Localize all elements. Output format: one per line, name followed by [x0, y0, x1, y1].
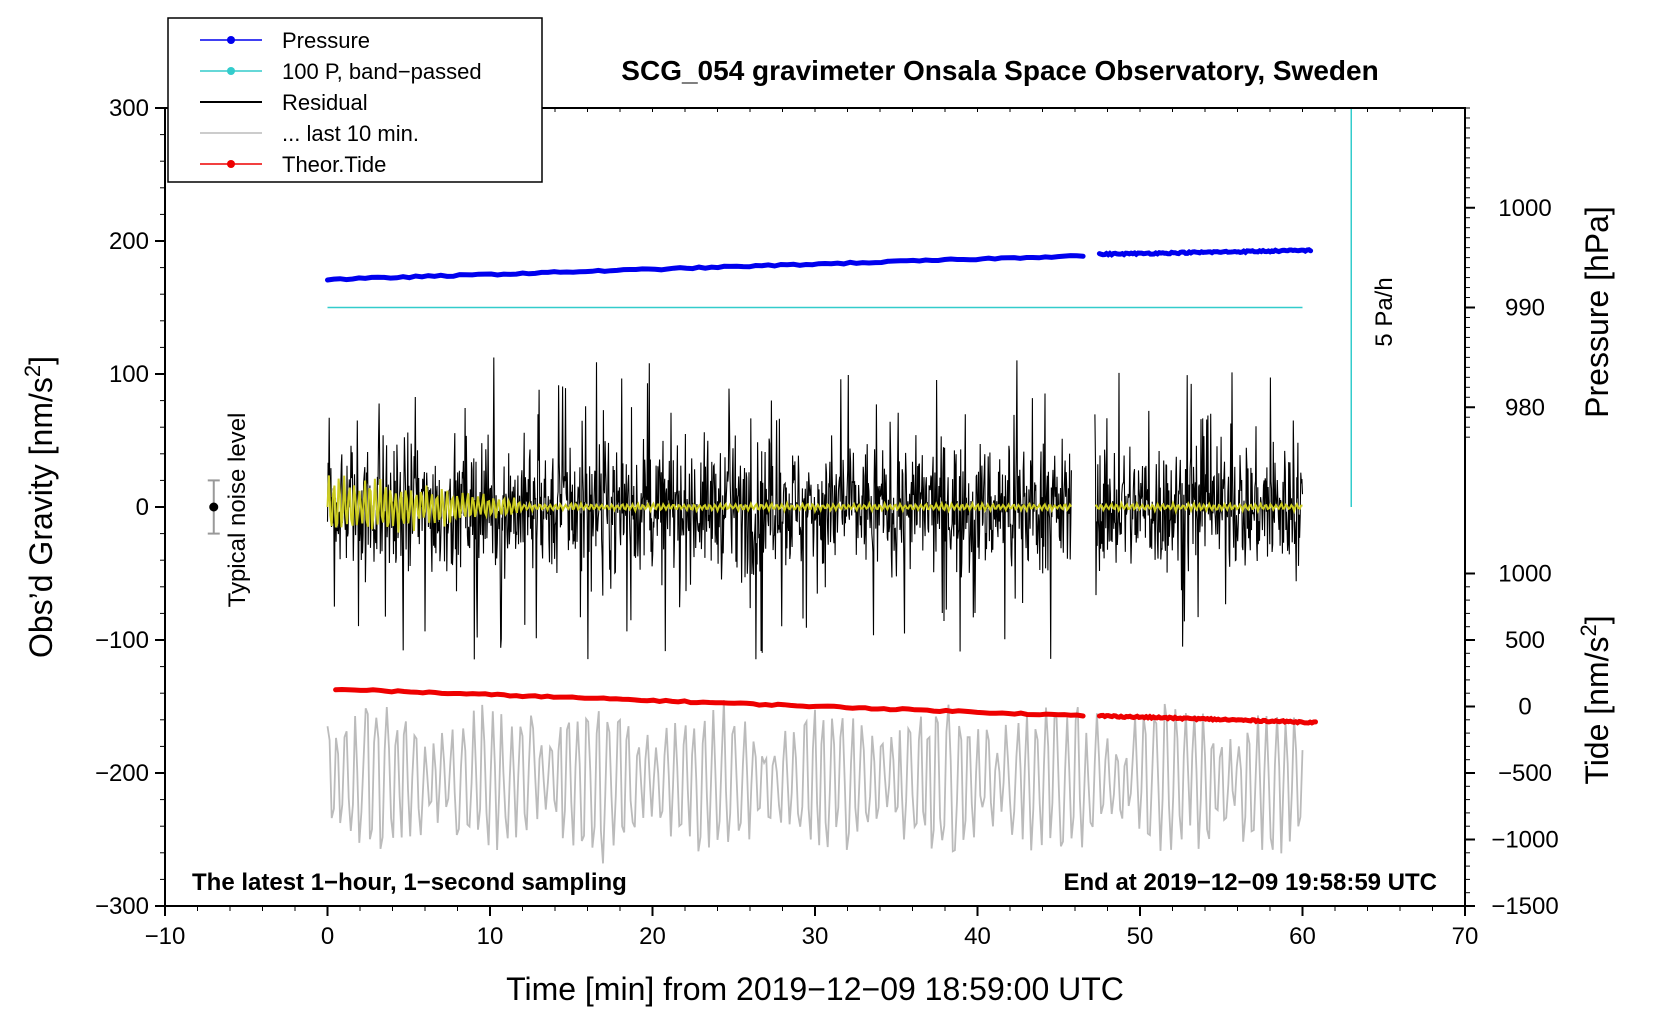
x-tick-label: 70: [1452, 923, 1479, 950]
y-axis-label: Obs’d Gravity [nm/s2]: [20, 356, 59, 658]
theoretical-tide-trace: [1096, 712, 1318, 726]
pressure-tick-label: 1000: [1498, 195, 1551, 222]
x-tick-label: 30: [802, 923, 829, 950]
noise-level-label: Typical noise level: [224, 413, 251, 608]
pressure-axis-label: Pressure [hPa]: [1579, 206, 1615, 418]
y-tick-label: 100: [109, 361, 149, 388]
pressure-trace: [325, 253, 1086, 283]
y-tick-label: −100: [95, 627, 149, 654]
y-axis-label-text: Obs’d Gravity [nm/s: [23, 377, 59, 658]
y-tick-label: 0: [136, 494, 149, 521]
end-time-note: End at 2019−12−09 19:58:59 UTC: [1063, 869, 1437, 896]
y-axis-label-sup: 2: [20, 365, 45, 377]
legend-label: Residual: [282, 90, 368, 115]
data-traces: [207, 108, 1352, 864]
tide-tick-label: 0: [1518, 694, 1531, 721]
x-tick-label: 40: [964, 923, 991, 950]
theoretical-tide-trace: [333, 686, 1086, 719]
legend-label: Pressure: [282, 28, 370, 53]
pressure-tick-label: 980: [1505, 394, 1545, 421]
x-tick-label: 0: [321, 923, 334, 950]
tide-tick-label: 500: [1505, 627, 1545, 654]
pressure-trace: [1096, 247, 1314, 258]
x-tick-label: −10: [145, 923, 186, 950]
y-tick-label: −200: [95, 760, 149, 787]
tide-axis-label-close: ]: [1579, 615, 1615, 624]
pressure-tick-label: 990: [1505, 295, 1545, 322]
tide-tick-label: −1500: [1491, 893, 1558, 920]
y-axis-label-close: ]: [23, 356, 59, 365]
x-axis-label: Time [min] from 2019−12−09 18:59:00 UTC: [506, 971, 1124, 1007]
x-tick-label: 10: [477, 923, 504, 950]
legend-label: ... last 10 min.: [282, 121, 419, 146]
tide-tick-label: −500: [1498, 760, 1552, 787]
tide-axis-label-text: Tide [nm/s: [1579, 636, 1615, 784]
legend: Pressure 100 P, band−passed Residual ... la…: [167, 17, 543, 183]
x-tick-label: 20: [639, 923, 666, 950]
y-tick-label: 200: [109, 228, 149, 255]
rate-label: 5 Pa/h: [1371, 277, 1398, 346]
legend-marker: [227, 36, 235, 44]
tide-tick-label: 1000: [1498, 561, 1551, 588]
sampling-note: The latest 1−hour, 1−second sampling: [192, 869, 627, 896]
legend-label: Theor.Tide: [282, 152, 386, 177]
tide-tick-label: −1000: [1491, 827, 1558, 854]
noise-level-dot: [209, 502, 219, 512]
tide-axis-label-sup: 2: [1576, 624, 1601, 636]
residual-trace: [326, 357, 1304, 660]
x-tick-label: 50: [1127, 923, 1154, 950]
legend-label: 100 P, band−passed: [282, 59, 482, 84]
legend-box: [167, 17, 543, 183]
y-tick-label: 300: [109, 95, 149, 122]
x-tick-label: 60: [1289, 923, 1316, 950]
tide-axis-label: Tide [nm/s2]: [1576, 615, 1615, 784]
legend-marker: [227, 67, 235, 75]
legend-marker: [227, 160, 235, 168]
axes: −10 0 10 20 30 40 50 60 703002001000−100−200−300…: [95, 95, 1559, 950]
last-10-min-trace: [326, 699, 1304, 864]
residual-smoothed-trace: [326, 475, 1303, 533]
y-tick-label: −300: [95, 893, 149, 920]
chart-title: SCG_054 gravimeter Onsala Space Observat…: [621, 55, 1378, 86]
